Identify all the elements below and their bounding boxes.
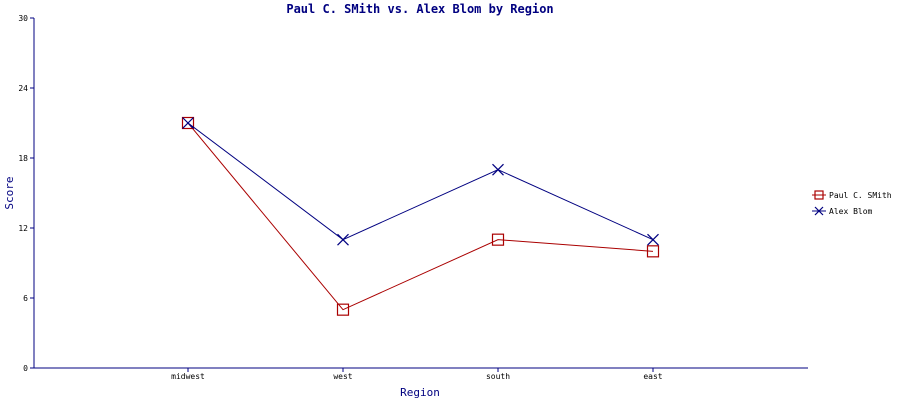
square-marker — [491, 233, 505, 246]
axes — [33, 18, 808, 369]
legend-label: Alex Blom — [829, 207, 873, 216]
legend: Paul C. SMith Alex Blom — [812, 190, 892, 216]
x-axis-ticks: midwest west south east — [171, 368, 663, 381]
x-tick-label: east — [643, 372, 662, 381]
x-axis-label: Region — [400, 386, 440, 399]
chart-title: Paul C. SMith vs. Alex Blom by Region — [286, 2, 553, 16]
y-tick-label: 24 — [18, 84, 28, 93]
square-marker — [814, 190, 824, 200]
y-tick-label: 12 — [18, 224, 28, 233]
series-group — [181, 116, 660, 316]
y-tick-label: 18 — [18, 154, 28, 163]
x-tick-label: south — [486, 372, 510, 381]
series-paul-c-smith — [181, 116, 660, 316]
y-tick-label: 30 — [18, 14, 28, 23]
y-tick-label: 6 — [23, 294, 28, 303]
square-marker — [181, 116, 195, 130]
x-marker — [182, 117, 194, 129]
series-line — [187, 122, 654, 241]
x-tick-label: west — [333, 372, 352, 381]
x-marker — [492, 163, 504, 176]
x-tick-label: midwest — [171, 372, 205, 381]
y-axis-label: Score — [3, 176, 16, 209]
series-line — [187, 122, 654, 311]
legend-label: Paul C. SMith — [829, 191, 892, 200]
x-marker — [814, 206, 824, 216]
legend-item: Alex Blom — [812, 206, 873, 216]
square-marker — [336, 303, 350, 316]
x-marker — [647, 233, 659, 246]
y-axis-ticks: 0 6 12 18 24 30 — [18, 14, 34, 373]
series-alex-blom — [182, 117, 659, 246]
y-tick-label: 0 — [23, 364, 28, 373]
x-marker — [337, 233, 349, 246]
legend-item: Paul C. SMith — [812, 190, 892, 200]
square-marker — [646, 245, 660, 258]
